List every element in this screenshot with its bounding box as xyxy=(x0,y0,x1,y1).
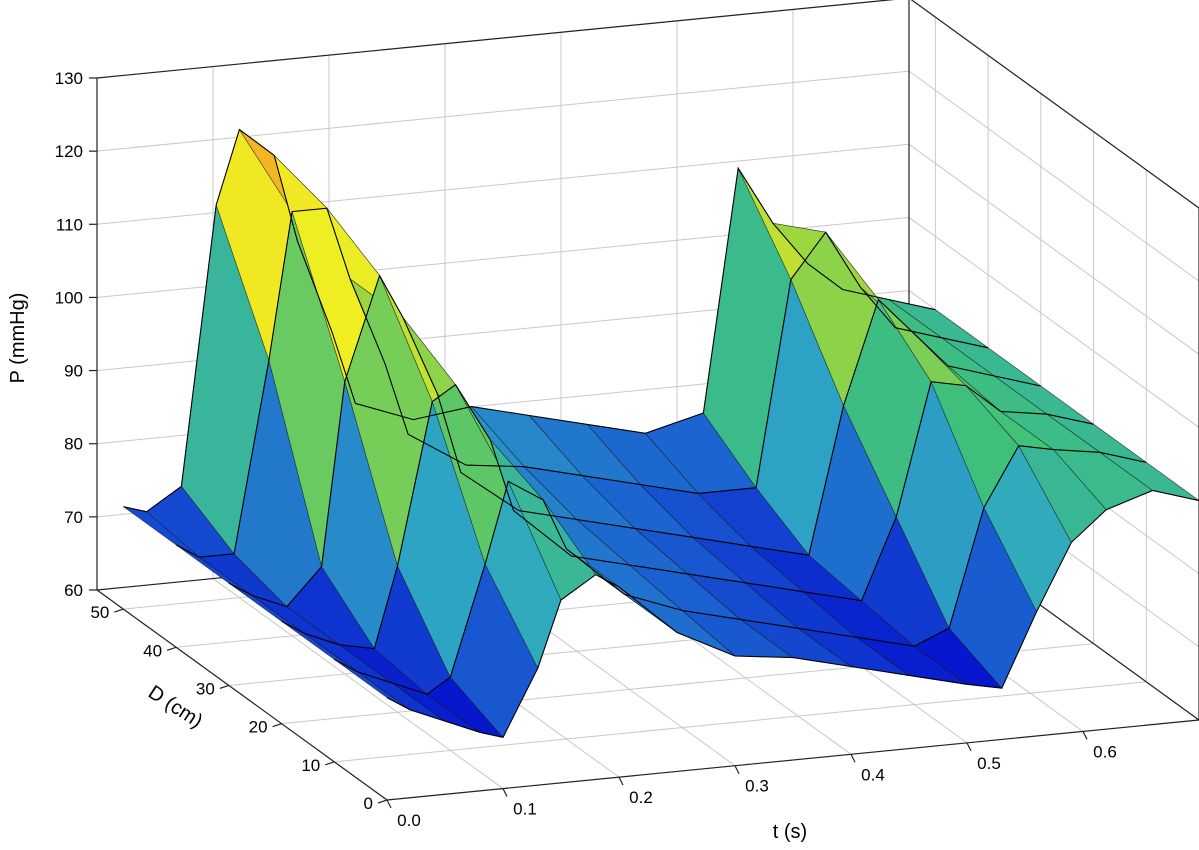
y-tick-mark xyxy=(166,646,177,651)
sidewall-gridline-p xyxy=(908,70,1199,282)
y-tick-label: 50 xyxy=(90,603,109,622)
z-tick-label: 130 xyxy=(55,69,83,88)
series-line-d-50 xyxy=(123,128,936,513)
x-tick-label: 0.3 xyxy=(745,777,769,796)
x-tick-label: 0.5 xyxy=(977,754,1001,773)
z-axis-title: P (mmHg) xyxy=(7,293,29,384)
z-tick-label: 120 xyxy=(55,142,83,161)
x-tick-label: 0.6 xyxy=(1093,742,1117,761)
x-tick-label: 0.4 xyxy=(861,765,885,784)
x-tick-mark xyxy=(966,742,972,752)
chart-ticks: 0.0 0.1 0.2 0.3 0.4 0.5 0.6 0 10 20 30 40 50 60 70 80 90… xyxy=(55,69,1117,830)
y-tick-mark xyxy=(377,799,388,804)
z-tick-label: 70 xyxy=(64,508,83,527)
series-line-d-40 xyxy=(175,207,989,558)
x-tick-label: 0.1 xyxy=(513,800,537,819)
chart-surface xyxy=(123,128,1199,739)
y-tick-label: 0 xyxy=(364,794,373,813)
z-tick-label: 60 xyxy=(64,581,83,600)
y-tick-mark xyxy=(219,684,230,690)
box-edge xyxy=(910,0,1199,209)
x-tick-mark xyxy=(618,776,624,786)
x-tick-mark xyxy=(850,754,856,763)
series-line-d-0 xyxy=(386,489,1199,739)
sidewall-gridline-p xyxy=(908,143,1199,355)
series-line-d-30 xyxy=(228,274,1041,608)
x-tick-label: 0.2 xyxy=(629,788,653,807)
box-edge xyxy=(96,0,895,79)
y-tick-label: 10 xyxy=(301,756,320,775)
x-tick-mark xyxy=(502,788,508,797)
y-tick-mark xyxy=(325,761,335,766)
floor-gridline-t xyxy=(212,578,504,789)
series-line-d-20 xyxy=(281,381,1094,650)
sidewall-gridline-p xyxy=(908,217,1199,428)
y-tick-mark xyxy=(114,608,124,613)
box-edge xyxy=(386,719,1199,801)
x-axis-title: t (s) xyxy=(773,821,807,843)
x-tick-mark xyxy=(734,765,740,774)
x-tick-mark xyxy=(1082,731,1088,740)
z-tick-label: 90 xyxy=(64,362,83,381)
y-tick-label: 40 xyxy=(143,641,162,660)
z-tick-label: 100 xyxy=(55,288,83,307)
y-tick-label: 20 xyxy=(249,718,268,737)
series-line-d-10 xyxy=(334,445,1147,695)
backwall-gridline-p xyxy=(96,70,910,152)
box-edge xyxy=(96,589,388,801)
y-tick-mark xyxy=(272,723,282,728)
z-tick-label: 110 xyxy=(56,215,83,234)
z-tick-label: 80 xyxy=(64,435,83,454)
x-tick-label: 0.0 xyxy=(397,811,421,830)
y-tick-label: 30 xyxy=(196,679,215,698)
x-tick-mark xyxy=(386,799,392,809)
floor-gridline-d xyxy=(334,681,1147,763)
